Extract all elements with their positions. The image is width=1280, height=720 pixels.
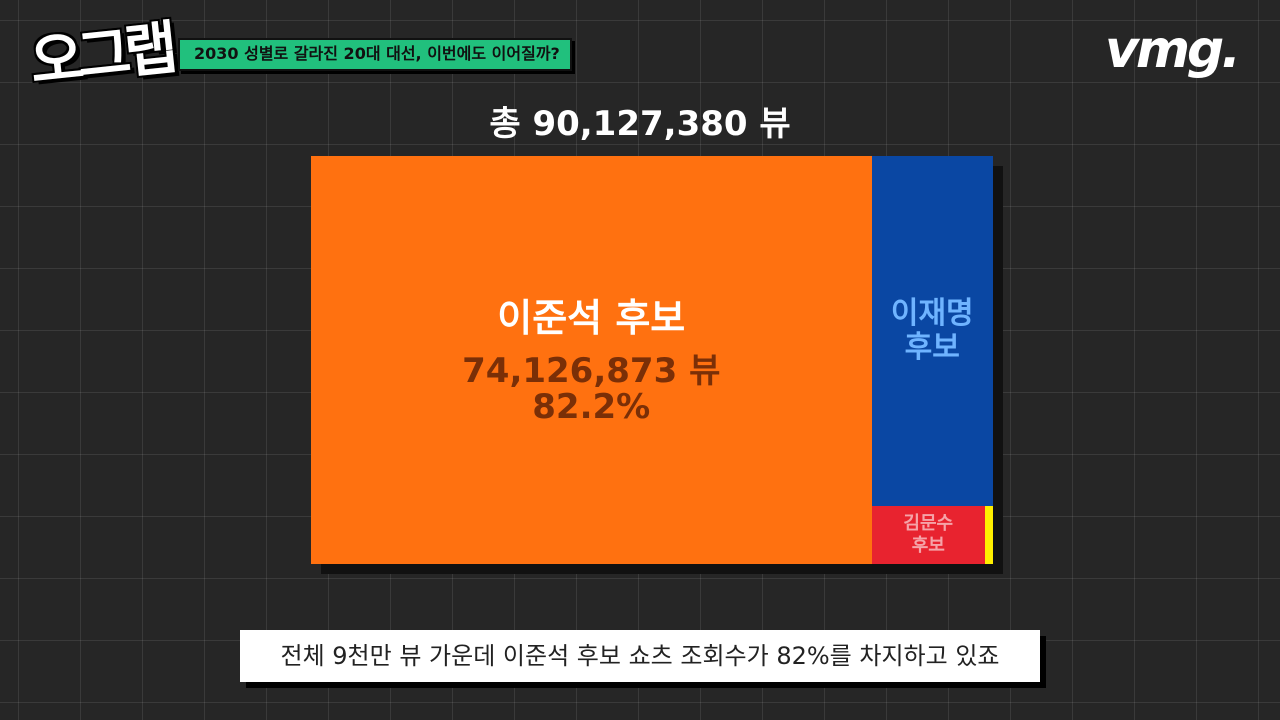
tile-lee-jaemyung: 이재명 후보 <box>871 156 994 506</box>
tile-kim-moonsoo-name-line1: 김문수 <box>903 513 954 534</box>
episode-title: 2030 성별로 갈라진 20대 대선, 이번에도 이어질까? <box>178 38 572 71</box>
tile-lee-junseok-percent: 82.2% <box>532 387 651 427</box>
tile-lee-junseok-value: 74,126,873 뷰 <box>462 351 721 391</box>
tile-kim-moonsoo: 김문수 후보 <box>871 506 986 564</box>
tile-kim-moonsoo-label: 김문수 후보 <box>872 513 986 557</box>
brand-logo: vmg. <box>1104 20 1241 80</box>
tile-lee-junseok: 이준석 후보 74,126,873 뷰 82.2% <box>311 156 872 564</box>
tile-lee-jaemyung-label: 이재명 후보 <box>872 297 994 365</box>
tile-lee-junseok-name: 이준석 후보 <box>497 296 686 340</box>
tile-lee-junseok-label: 이준석 후보 74,126,873 뷰 82.2% <box>311 295 872 425</box>
tile-kim-moonsoo-name-line2: 후보 <box>911 535 945 556</box>
subtitle-caption: 전체 9천만 뷰 가운데 이준석 후보 쇼츠 조회수가 82%를 차지하고 있죠 <box>240 630 1040 682</box>
tile-lee-jaemyung-name-line2: 후보 <box>904 330 960 365</box>
logo: 오그랩 <box>26 13 176 97</box>
tile-lee-jaemyung-name-line1: 이재명 <box>890 296 974 331</box>
tile-others <box>985 506 993 564</box>
chart-title: 총 90,127,380 뷰 <box>489 104 791 144</box>
treemap-chart: 이준석 후보 74,126,873 뷰 82.2% 이재명 후보 김문수 후보 <box>311 156 993 564</box>
